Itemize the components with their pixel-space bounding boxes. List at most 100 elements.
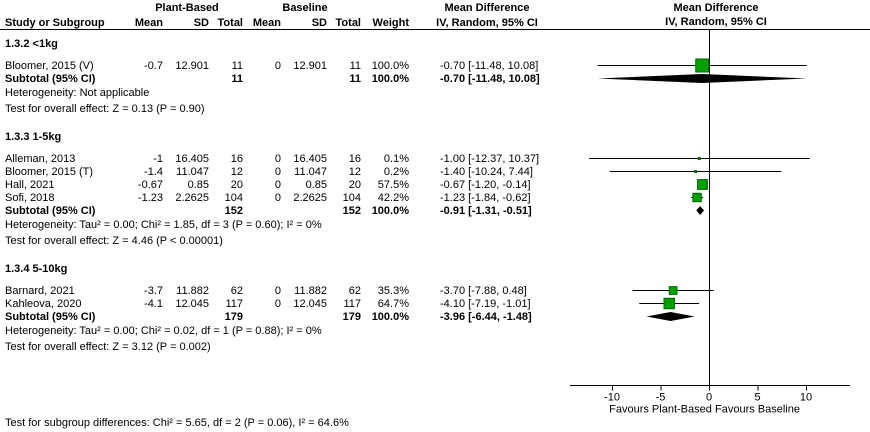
forest-plot-chart: -10 -5 0 5 10 Favours Plant-Based Favours Base…	[570, 30, 850, 416]
study-name: Barnard, 2021	[5, 284, 75, 297]
total2-cell: 62	[348, 284, 361, 297]
heterogeneity-text: Heterogeneity: Tau² = 0.00; Chi² = 0.02,…	[5, 325, 322, 337]
total1-cell: 11	[231, 59, 243, 72]
weight-cell: 0.1%	[383, 152, 409, 165]
subtotal-label: Subtotal (95% CI)	[5, 204, 96, 217]
column-header-row: Study or Subgroup Mean SD Total Mean SD …	[0, 16, 562, 29]
sd1-cell: 0.85	[187, 178, 209, 191]
col-header-sd1: SD	[193, 16, 209, 29]
study-row: Bloomer, 2015 (V) -0.7 12.901 11 0 12.901 11 10…	[0, 59, 562, 72]
sd1-cell: 11.047	[176, 165, 209, 178]
header-group1: Plant-Based	[155, 2, 219, 14]
header-group2: Baseline	[282, 2, 328, 14]
mean2-cell: 0	[274, 152, 281, 165]
sd1-cell: 11.882	[176, 284, 209, 297]
total2-cell: 11	[349, 72, 361, 85]
col-header-total2: Total	[335, 16, 361, 29]
total2-cell: 11	[349, 59, 361, 72]
total1-cell: 179	[224, 310, 243, 323]
subgroup-label: 1.3.4 5-10kg	[5, 263, 68, 275]
subtotal-row: Subtotal (95% CI) 11 11 100.0% -0.70 [-11.48…	[0, 72, 562, 85]
sd1-cell: 12.045	[175, 297, 209, 310]
weight-cell: 0.2%	[383, 165, 409, 178]
ci-cell: -1.23 [-1.84, -0.62]	[440, 191, 531, 204]
sd2-cell: 0.85	[305, 178, 327, 191]
header-mean-difference-text: Mean Difference	[444, 2, 530, 14]
subgroup-label: 1.3.3 1-5kg	[5, 131, 62, 143]
heterogeneity-text: Heterogeneity: Not applicable	[5, 87, 150, 99]
total1-cell: 12	[230, 165, 243, 178]
tick-label: 5	[754, 392, 760, 404]
total1-cell: 62	[230, 284, 243, 297]
subtotal-row: Subtotal (95% CI) 152 152 100.0% -0.91 [-1.3…	[0, 204, 562, 217]
total1-cell: 152	[224, 204, 243, 217]
subtotal-row: Subtotal (95% CI) 179 179 100.0% -3.96 [-6.4…	[0, 310, 562, 323]
weight-cell: 100.0%	[371, 310, 409, 323]
sd1-cell: 12.901	[175, 59, 209, 72]
mean2-cell: 0	[274, 178, 281, 191]
effect-square	[697, 179, 708, 190]
heterogeneity-text: Heterogeneity: Tau² = 0.00; Chi² = 1.85,…	[5, 219, 322, 231]
weight-cell: 100.0%	[371, 72, 409, 85]
study-name: Alleman, 2013	[5, 152, 76, 165]
tick-label: -10	[604, 392, 620, 404]
col-header-study: Study or Subgroup	[5, 16, 105, 29]
col-header-ci: IV, Random, 95% CI	[436, 16, 538, 29]
sd2-cell: 12.901	[293, 59, 327, 72]
mean2-cell: 0	[274, 165, 281, 178]
study-row: Bloomer, 2015 (T) -1.4 11.047 12 0 11.047 12 0.…	[0, 165, 562, 178]
total1-cell: 16	[230, 152, 243, 165]
study-name: Hall, 2021	[5, 178, 55, 191]
weight-cell: 42.2%	[377, 191, 409, 204]
col-header-mean1: Mean	[134, 16, 163, 29]
total2-cell: 152	[342, 204, 361, 217]
study-row: Alleman, 2013 -1 16.405 16 0 16.405 16 0.1% -1.0…	[0, 152, 562, 165]
overall-effect-text: Test for overall effect: Z = 4.46 (P < 0…	[5, 235, 223, 247]
mean1-cell: -0.67	[137, 178, 163, 191]
sd2-cell: 11.047	[294, 165, 327, 178]
effect-square	[697, 157, 701, 160]
tick-label: -5	[656, 392, 666, 404]
subtotal-diamond	[597, 74, 807, 83]
sd1-cell: 2.2625	[175, 191, 209, 204]
effect-square	[692, 192, 702, 203]
ci-cell: -1.40 [-10.24, 7.44]	[440, 165, 533, 178]
ci-cell: -3.70 [-7.88, 0.48]	[440, 284, 527, 297]
mean2-cell: 0	[274, 191, 281, 204]
total1-cell: 11	[231, 72, 243, 85]
sd2-cell: 12.045	[293, 297, 327, 310]
favours-left-label: Favours Plant-Based	[609, 404, 712, 416]
effect-square	[695, 58, 710, 73]
total2-cell: 104	[342, 191, 361, 204]
ci-cell: -0.70 [-11.48, 10.08]	[440, 72, 540, 85]
favours-right-label: Favours Baseline	[715, 404, 800, 416]
mean2-cell: 0	[274, 59, 281, 72]
mean1-cell: -4.1	[144, 297, 163, 310]
total1-cell: 117	[225, 297, 243, 310]
weight-cell: 100.0%	[371, 59, 409, 72]
effect-square	[668, 286, 678, 295]
header-ci-plot: IV, Random, 95% CI	[665, 16, 767, 28]
ci-cell: -4.10 [-7.19, -1.01]	[440, 297, 531, 310]
total2-cell: 16	[348, 152, 361, 165]
ci-cell: -0.91 [-1.31, -0.51]	[440, 204, 532, 217]
overall-effect-text: Test for overall effect: Z = 0.13 (P = 0…	[5, 103, 205, 115]
total1-cell: 20	[230, 178, 243, 191]
ci-cell: -0.70 [-11.48, 10.08]	[440, 59, 539, 72]
sd2-cell: 2.2625	[293, 191, 327, 204]
ci-cell: -1.00 [-12.37, 10.37]	[440, 152, 540, 165]
study-name: Sofi, 2018	[5, 191, 55, 204]
subtotal-diamond	[696, 206, 705, 215]
total2-cell: 20	[348, 178, 361, 191]
mean1-cell: -1	[153, 152, 163, 165]
study-row: Kahleova, 2020 -4.1 12.045 117 0 12.045 117 64.…	[0, 297, 562, 310]
header-divider-line	[0, 29, 870, 30]
mean1-cell: -3.7	[144, 284, 163, 297]
study-name: Bloomer, 2015 (T)	[5, 165, 94, 178]
mean1-cell: -1.23	[137, 191, 163, 204]
study-name: Kahleova, 2020	[5, 297, 82, 310]
study-row: Sofi, 2018 -1.23 2.2625 104 0 2.2625 104 42.2% -…	[0, 191, 562, 204]
col-header-mean2: Mean	[252, 16, 281, 29]
sd1-cell: 16.405	[175, 152, 209, 165]
